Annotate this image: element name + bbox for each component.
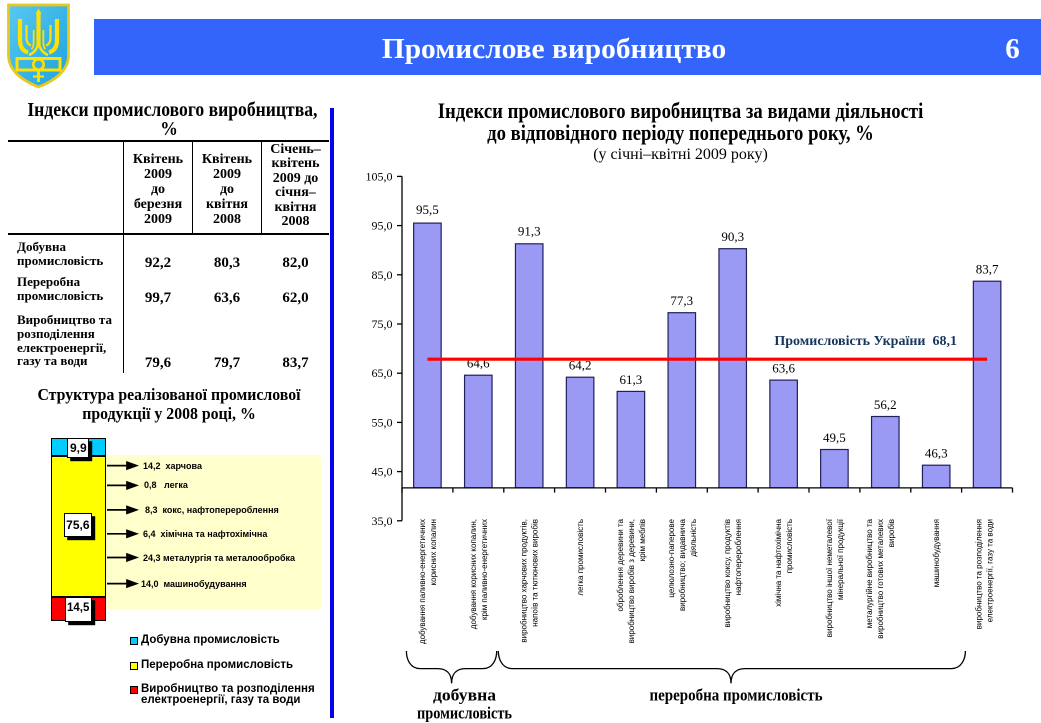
- svg-text:машинобудування: машинобудування: [932, 519, 941, 587]
- svg-text:корисних копалин: корисних копалин: [429, 519, 438, 585]
- svg-text:добування паливно-енергетичних: добування паливно-енергетичних: [418, 519, 427, 644]
- svg-text:переробна промисловість: переробна промисловість: [650, 686, 823, 705]
- svg-text:виробів: виробів: [887, 519, 896, 547]
- svg-text:нафтоперероблення: нафтоперероблення: [734, 519, 743, 595]
- svg-text:діяльність: діяльність: [689, 519, 698, 557]
- svg-text:виробництво та розподілення: виробництво та розподілення: [975, 519, 984, 629]
- svg-text:промисловість: промисловість: [417, 704, 512, 723]
- svg-text:електроенергії, газу та води: електроенергії, газу та води: [986, 519, 995, 622]
- svg-text:целюлозно-паперове: целюлозно-паперове: [667, 518, 676, 597]
- svg-text:виробництво виробів з деревини: виробництво виробів з деревини,: [627, 519, 636, 643]
- svg-text:95,5: 95,5: [416, 202, 439, 217]
- svg-text:мінеральної продукції: мінеральної продукції: [836, 518, 845, 600]
- svg-text:виробництво харчових продуктів: виробництво харчових продуктів,: [520, 519, 529, 643]
- svg-text:виробництво іншої неметалевої: виробництво іншої неметалевої: [825, 518, 834, 637]
- svg-text:55,0: 55,0: [372, 415, 393, 429]
- svg-text:77,3: 77,3: [670, 293, 693, 308]
- svg-text:65,0: 65,0: [372, 366, 393, 380]
- svg-text:промисловість: промисловість: [785, 519, 794, 573]
- svg-text:оброблення деревини та: оброблення деревини та: [616, 518, 625, 611]
- svg-text:91,3: 91,3: [518, 223, 541, 238]
- svg-text:85,0: 85,0: [372, 268, 393, 282]
- svg-text:металургійне виробництво та: металургійне виробництво та: [865, 518, 874, 628]
- svg-text:83,7: 83,7: [976, 262, 999, 277]
- svg-text:56,2: 56,2: [874, 397, 897, 412]
- svg-text:45,0: 45,0: [372, 465, 393, 479]
- svg-text:виробництво коксу, продуктів: виробництво коксу, продуктів: [723, 519, 732, 627]
- svg-text:крім паливно-енергетичних: крім паливно-енергетичних: [480, 519, 489, 620]
- svg-text:крім меблів: крім меблів: [638, 519, 647, 561]
- svg-text:Промисловість України 68,1: Промисловість України 68,1: [774, 334, 957, 349]
- svg-text:виробництво готових металевих: виробництво готових металевих: [876, 519, 885, 639]
- svg-text:46,3: 46,3: [925, 446, 948, 461]
- svg-text:добувна: добувна: [433, 686, 496, 705]
- svg-text:95,0: 95,0: [372, 219, 393, 233]
- svg-text:хімічна та нафтохімічна: хімічна та нафтохімічна: [774, 518, 783, 606]
- svg-text:добування корисних копалин,: добування корисних копалин,: [469, 519, 478, 629]
- svg-text:75,0: 75,0: [372, 317, 393, 331]
- svg-text:64,2: 64,2: [569, 358, 592, 373]
- svg-text:105,0: 105,0: [366, 169, 393, 183]
- svg-text:виробництво; видавнича: виробництво; видавнича: [678, 518, 687, 611]
- svg-text:90,3: 90,3: [721, 229, 744, 244]
- svg-text:61,3: 61,3: [620, 372, 643, 387]
- svg-text:легка промисловість: легка промисловість: [576, 519, 585, 596]
- svg-text:49,5: 49,5: [823, 430, 846, 445]
- svg-text:63,6: 63,6: [772, 361, 795, 376]
- svg-text:напоїв та тютюнових виробів: напоїв та тютюнових виробів: [531, 519, 540, 627]
- svg-text:35,0: 35,0: [372, 514, 393, 528]
